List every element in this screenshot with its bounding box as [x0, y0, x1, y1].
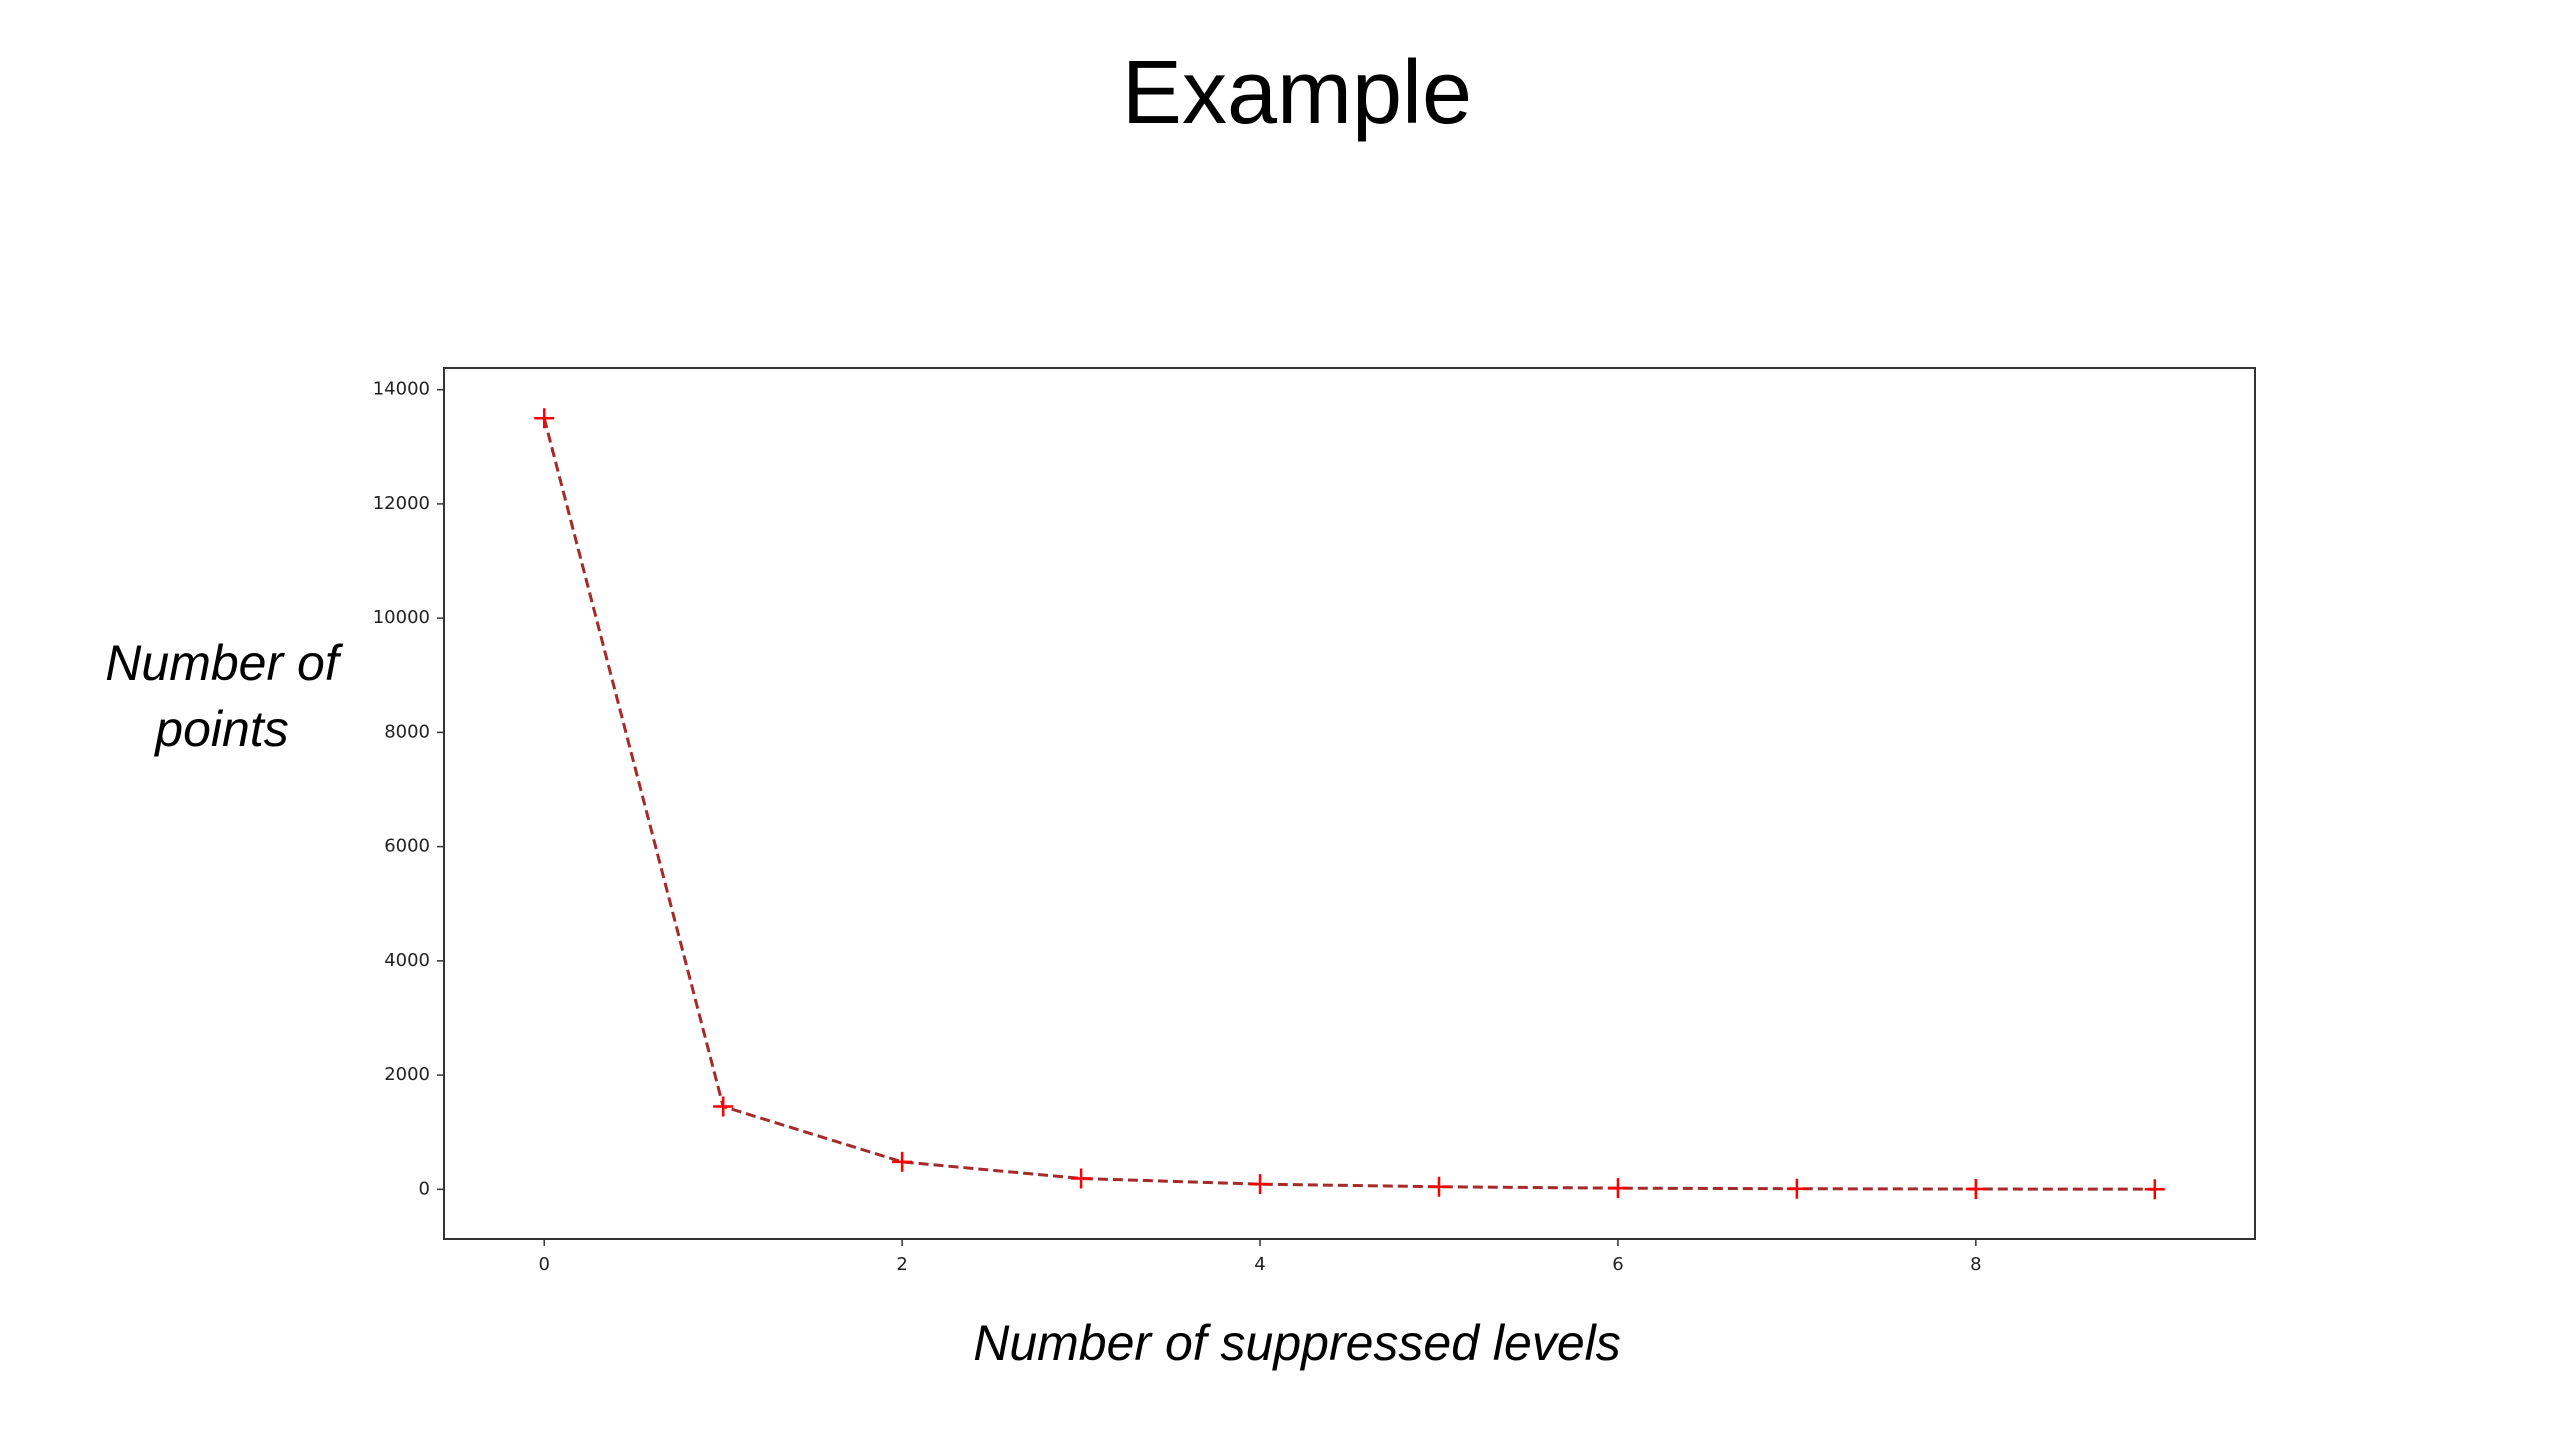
x-tick-label: 8	[1970, 1254, 1981, 1275]
y-tick-label: 4000	[384, 950, 430, 971]
plot-frame	[443, 367, 2256, 1240]
data-marker	[534, 408, 555, 429]
data-marker	[1428, 1176, 1449, 1197]
y-tick-label: 10000	[373, 607, 430, 628]
x-tick-label: 0	[538, 1254, 549, 1275]
data-line	[542, 417, 2155, 1191]
x-tick-label: 2	[896, 1254, 907, 1275]
y-tick-label: 14000	[373, 379, 430, 400]
y-tick-label: 0	[419, 1178, 430, 1199]
data-marker	[1786, 1178, 1807, 1199]
data-marker	[1965, 1179, 1986, 1200]
data-marker	[892, 1151, 913, 1172]
data-marker	[713, 1096, 734, 1117]
y-tick-label: 12000	[373, 493, 430, 514]
chart-title: Example	[1122, 43, 1472, 143]
data-marker	[1607, 1178, 1628, 1199]
data-marker	[1250, 1174, 1271, 1195]
data-marker	[2144, 1179, 2165, 1200]
y-tick-label: 2000	[384, 1064, 430, 1085]
x-tick-label: 6	[1612, 1254, 1623, 1275]
y-axis-label: Number of points	[105, 635, 339, 757]
data-marker	[1071, 1168, 1092, 1189]
x-axis-label: Number of suppressed levels	[973, 1315, 1621, 1371]
x-tick-label: 4	[1254, 1254, 1265, 1275]
y-tick-label: 8000	[384, 721, 430, 742]
y-tick-label: 6000	[384, 836, 430, 857]
